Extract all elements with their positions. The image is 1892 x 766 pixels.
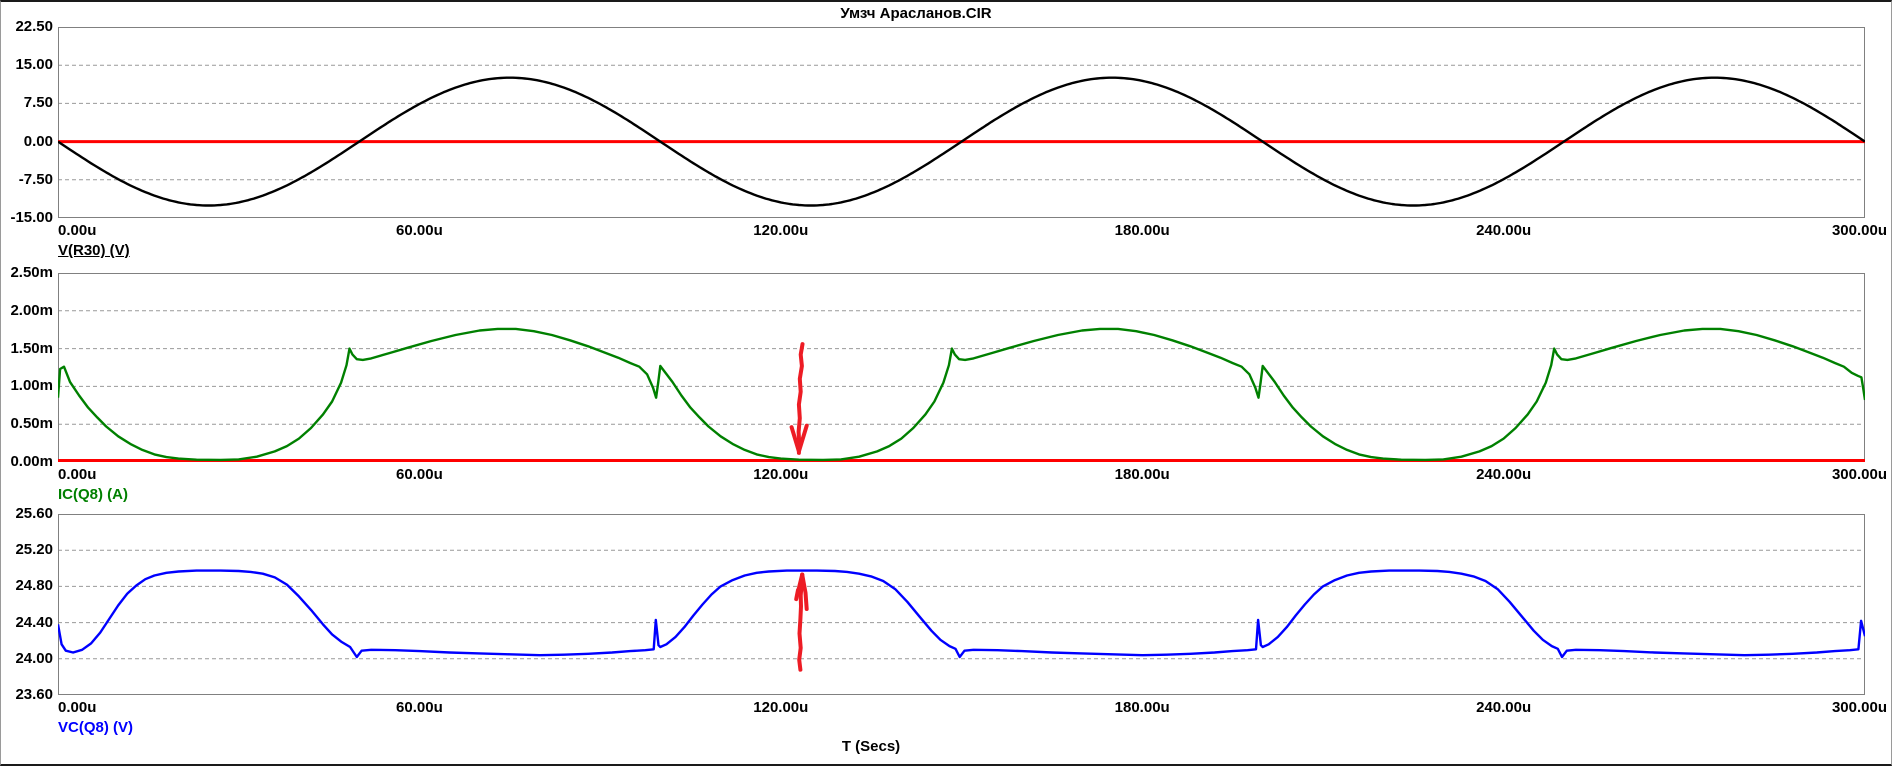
curve-label-v-r30[interactable]: V(R30) (V) <box>58 242 130 259</box>
y-tick-label: 25.20 <box>15 541 53 559</box>
plot-canvas-vc-q8[interactable] <box>58 514 1865 695</box>
x-tick-label: 240.00u <box>1476 699 1532 716</box>
plot-canvas-ic-q8[interactable] <box>58 273 1865 462</box>
x-tick-label: 0.00u <box>58 466 97 483</box>
x-tick-label: 180.00u <box>1114 222 1170 239</box>
y-tick-label: 25.60 <box>15 505 53 522</box>
waveform-v-r30[interactable] <box>58 76 1865 207</box>
y-tick-label: -7.50 <box>18 170 53 188</box>
x-tick-label: 240.00u <box>1476 466 1532 483</box>
y-tick-label: 0.00 <box>23 132 53 150</box>
waveform-ic-q8[interactable] <box>58 327 1865 462</box>
hand-drawn-arrow-down <box>789 423 809 454</box>
x-tick-label: 300.00u <box>1831 222 1887 239</box>
plot-title: Умзч Арасланов.CIR <box>840 5 992 22</box>
y-tick-label: 0.50m <box>10 415 53 433</box>
curve-label-vc-q8[interactable]: VC(Q8) (V) <box>58 719 133 736</box>
x-tick-label: 60.00u <box>396 222 443 239</box>
y-tick-label: 24.00 <box>15 649 53 667</box>
plot-frame <box>58 514 1865 695</box>
y-tick-label: 7.50 <box>23 94 53 112</box>
x-tick-label: 180.00u <box>1114 466 1170 483</box>
y-tick-label: 1.00m <box>10 377 53 395</box>
y-tick-label: 2.50m <box>10 264 53 281</box>
x-tick-label: 180.00u <box>1114 699 1170 716</box>
y-tick-label: 22.50 <box>15 18 53 35</box>
plot-canvas-v-r30[interactable] <box>58 27 1865 218</box>
y-tick-label: 15.00 <box>15 56 53 74</box>
plot-frame <box>58 273 1865 462</box>
x-tick-label: 120.00u <box>753 699 809 716</box>
y-tick-label: 24.40 <box>15 613 53 631</box>
x-tick-label: 300.00u <box>1831 466 1887 483</box>
x-tick-label: 120.00u <box>753 466 809 483</box>
hand-drawn-arrow-up <box>794 572 805 602</box>
hand-drawn-arrow-up <box>797 572 805 672</box>
x-tick-label: 0.00u <box>58 699 97 716</box>
curve-label-ic-q8[interactable]: IC(Q8) (A) <box>58 486 128 503</box>
x-tick-label: 60.00u <box>396 699 443 716</box>
hand-drawn-arrow-down <box>796 342 805 455</box>
x-tick-label: 120.00u <box>753 222 809 239</box>
waveform-vc-q8[interactable] <box>58 569 1865 659</box>
plot-frame <box>58 27 1865 218</box>
x-tick-label: 60.00u <box>396 466 443 483</box>
x-tick-label: 240.00u <box>1476 222 1532 239</box>
x-tick-label: 0.00u <box>58 222 97 239</box>
y-tick-label: 1.50m <box>10 339 53 357</box>
y-tick-label: -15.00 <box>10 209 53 226</box>
x-tick-label: 300.00u <box>1831 699 1887 716</box>
y-tick-label: 24.80 <box>15 577 53 595</box>
hand-drawn-arrow-up <box>800 572 809 611</box>
y-tick-label: 0.00m <box>10 453 53 470</box>
y-tick-label: 2.00m <box>10 301 53 319</box>
x-axis-label: T (Secs) <box>841 738 901 755</box>
y-tick-label: 23.60 <box>15 686 53 703</box>
